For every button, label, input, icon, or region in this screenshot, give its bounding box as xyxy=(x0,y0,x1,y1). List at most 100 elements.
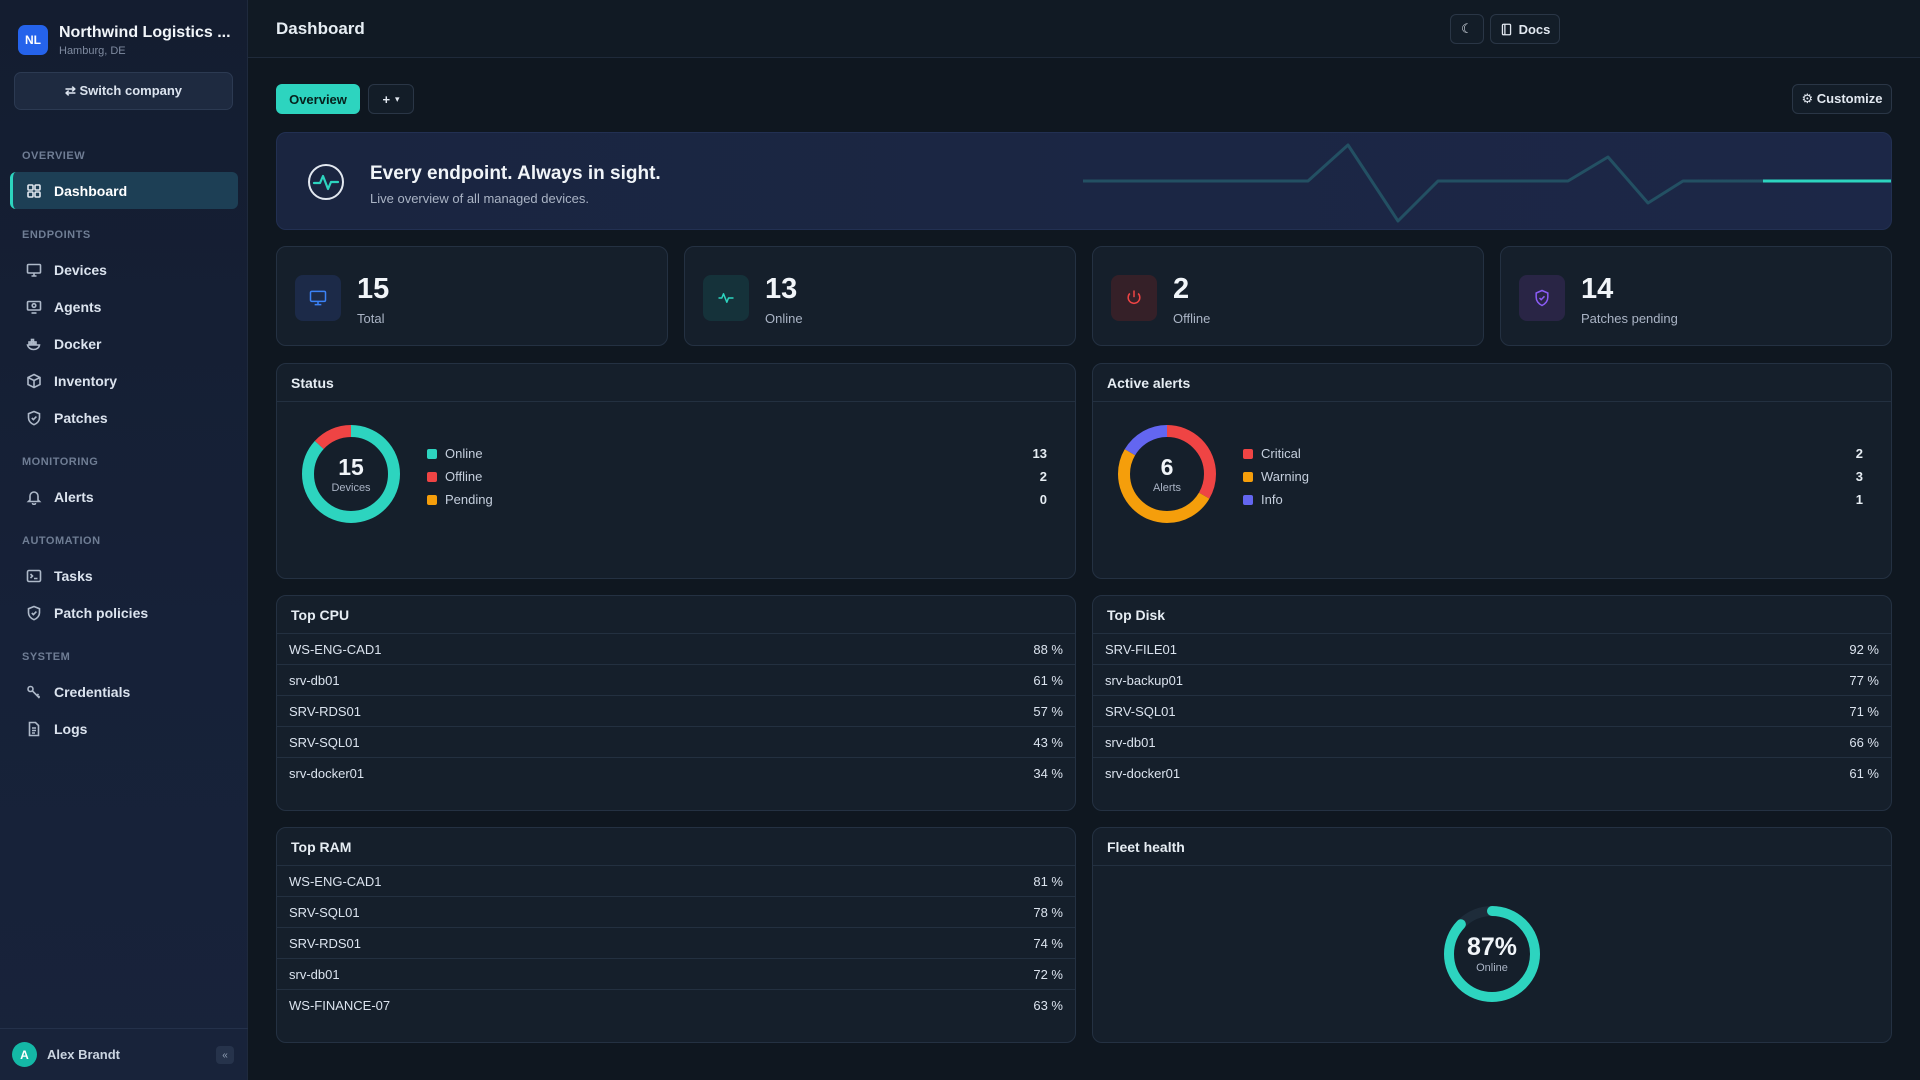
fleet-health-percent: 87% xyxy=(1466,933,1518,961)
nav-section-title: ENDPOINTS xyxy=(22,229,91,241)
page-title: Dashboard xyxy=(276,19,365,38)
list-item[interactable]: SRV-SQL01 78 % xyxy=(277,897,1075,928)
legend-item: Info 1 xyxy=(1243,488,1863,511)
top-bar: Dashboard ☾ Docs xyxy=(248,0,1920,58)
avatar[interactable]: A xyxy=(12,1042,37,1067)
list-item[interactable]: WS-ENG-CAD1 88 % xyxy=(277,634,1075,665)
usage-value: 72 % xyxy=(1033,966,1063,982)
list-item[interactable]: srv-docker01 34 % xyxy=(277,758,1075,789)
device-name: SRV-SQL01 xyxy=(1105,703,1176,719)
legend-item: Online 13 xyxy=(427,442,1047,465)
sidebar-item-dashboard[interactable]: Dashboard xyxy=(10,172,238,209)
stat-card-patches[interactable]: 14 Patches pending xyxy=(1500,246,1892,346)
list-item[interactable]: srv-backup01 77 % xyxy=(1093,665,1891,696)
top-cpu-panel: Top CPU WS-ENG-CAD1 88 % srv-db01 61 % SRV-R… xyxy=(276,595,1076,811)
top-cpu-list: WS-ENG-CAD1 88 % srv-db01 61 % SRV-RDS01 57 %… xyxy=(277,634,1075,789)
plus-icon: + xyxy=(382,91,391,107)
panel-title: Top Disk xyxy=(1093,596,1891,634)
usage-value: 66 % xyxy=(1849,734,1879,750)
tab-overview[interactable]: Overview xyxy=(276,84,360,114)
legend-value: 0 xyxy=(1039,492,1047,507)
legend-swatch xyxy=(1243,494,1253,505)
list-item[interactable]: srv-db01 72 % xyxy=(277,959,1075,990)
sidebar-item-logs[interactable]: Logs xyxy=(10,710,238,747)
stat-card-offline[interactable]: 2 Offline xyxy=(1092,246,1484,346)
sidebar-item-credentials[interactable]: Credentials xyxy=(10,673,238,710)
legend-value: 3 xyxy=(1855,469,1863,484)
stat-card-online[interactable]: 13 Online xyxy=(684,246,1076,346)
device-name: srv-db01 xyxy=(1105,734,1156,750)
device-name: srv-backup01 xyxy=(1105,672,1184,688)
legend-label: Warning xyxy=(1261,469,1309,484)
top-ram-list: WS-ENG-CAD1 81 % SRV-SQL01 78 % SRV-RDS01 74 … xyxy=(277,866,1075,1021)
sidebar: NL Northwind Logistics ... Hamburg, DE ⇄… xyxy=(0,0,248,1080)
stat-label: Offline xyxy=(1173,311,1211,326)
status-donut-chart xyxy=(302,425,400,523)
alerts-legend: Critical 2 Warning 3 Info 1 xyxy=(1243,442,1863,511)
collapse-sidebar-button[interactable]: « xyxy=(216,1046,234,1064)
device-name: WS-ENG-CAD1 xyxy=(289,873,382,889)
alerts-donut-chart xyxy=(1118,425,1216,523)
user-footer: A Alex Brandt « xyxy=(0,1028,248,1080)
legend-label: Offline xyxy=(445,469,483,484)
sidebar-item-devices[interactable]: Devices xyxy=(10,251,238,288)
legend-label: Online xyxy=(445,446,483,461)
panel-title: Fleet health xyxy=(1093,828,1891,866)
customize-button[interactable]: ⚙ Customize xyxy=(1792,84,1892,114)
list-item[interactable]: srv-db01 66 % xyxy=(1093,727,1891,758)
sidebar-item-label: Devices xyxy=(54,261,107,278)
theme-toggle-button[interactable]: ☾ xyxy=(1450,14,1484,44)
sidebar-item-alerts[interactable]: Alerts xyxy=(10,478,238,515)
device-name: srv-docker01 xyxy=(289,766,365,781)
sidebar-item-patches[interactable]: Patches xyxy=(10,399,238,436)
device-name: SRV-SQL01 xyxy=(289,734,360,750)
list-item[interactable]: SRV-SQL01 43 % xyxy=(277,727,1075,758)
shield-icon xyxy=(27,410,41,426)
sidebar-item-patch-policies[interactable]: Patch policies xyxy=(10,594,238,631)
box-icon xyxy=(27,373,41,388)
list-item[interactable]: SRV-FILE01 92 % xyxy=(1093,634,1891,665)
sidebar-item-label: Dashboard xyxy=(54,182,128,199)
sidebar-item-agents[interactable]: Agents xyxy=(10,288,238,325)
list-item[interactable]: SRV-SQL01 71 % xyxy=(1093,696,1891,727)
add-tab-button[interactable]: + ▾ xyxy=(368,84,414,114)
donut-total: 15 xyxy=(338,453,364,480)
stat-value: 14 xyxy=(1581,273,1614,305)
sidebar-nav: OVERVIEW Dashboard ENDPOINTS Devices Agents D… xyxy=(0,140,248,747)
chevron-down-icon: ▾ xyxy=(395,93,400,104)
legend-swatch xyxy=(427,471,437,482)
panel-title: Active alerts xyxy=(1093,364,1891,402)
docs-button[interactable]: Docs xyxy=(1490,14,1560,44)
list-item[interactable]: WS-FINANCE-07 63 % xyxy=(277,990,1075,1021)
switch-company-button[interactable]: ⇄ Switch company xyxy=(14,72,233,110)
sidebar-item-docker[interactable]: Docker xyxy=(10,325,238,362)
device-name: WS-FINANCE-07 xyxy=(289,998,391,1013)
sidebar-item-inventory[interactable]: Inventory xyxy=(10,362,238,399)
list-item[interactable]: srv-docker01 61 % xyxy=(1093,758,1891,789)
legend-value: 13 xyxy=(1032,446,1047,461)
device-name: WS-ENG-CAD1 xyxy=(289,641,382,657)
list-item[interactable]: WS-ENG-CAD1 81 % xyxy=(277,866,1075,897)
usage-value: 71 % xyxy=(1849,703,1879,719)
list-item[interactable]: srv-db01 61 % xyxy=(277,665,1075,696)
docker-icon xyxy=(26,338,41,350)
main-content: Overview + ▾ ⚙ Customize Every endpoint.… xyxy=(248,58,1920,1080)
fleet-health-fill xyxy=(1444,906,1540,1002)
alerts-panel: Active alerts 6 Alerts Critical 2 Warning 3… xyxy=(1092,363,1892,579)
stat-card-total[interactable]: 15 Total xyxy=(276,246,668,346)
fleet-health-panel: Fleet health 87% Online xyxy=(1092,827,1892,1043)
sidebar-item-label: Logs xyxy=(54,720,88,737)
sidebar-item-label: Docker xyxy=(54,335,102,352)
bell-icon xyxy=(26,490,42,505)
list-item[interactable]: SRV-RDS01 57 % xyxy=(277,696,1075,727)
list-item[interactable]: SRV-RDS01 74 % xyxy=(277,928,1075,959)
usage-value: 43 % xyxy=(1033,734,1063,750)
usage-value: 61 % xyxy=(1849,766,1879,781)
terminal-icon xyxy=(26,569,42,582)
shield-check-icon xyxy=(1535,289,1549,307)
top-disk-panel: Top Disk SRV-FILE01 92 % srv-backup01 77 % S… xyxy=(1092,595,1892,811)
user-name[interactable]: Alex Brandt xyxy=(47,1047,120,1062)
sidebar-item-label: Agents xyxy=(54,298,102,315)
sidebar-item-tasks[interactable]: Tasks xyxy=(10,557,238,594)
donut-segment-warning xyxy=(1118,425,1216,523)
